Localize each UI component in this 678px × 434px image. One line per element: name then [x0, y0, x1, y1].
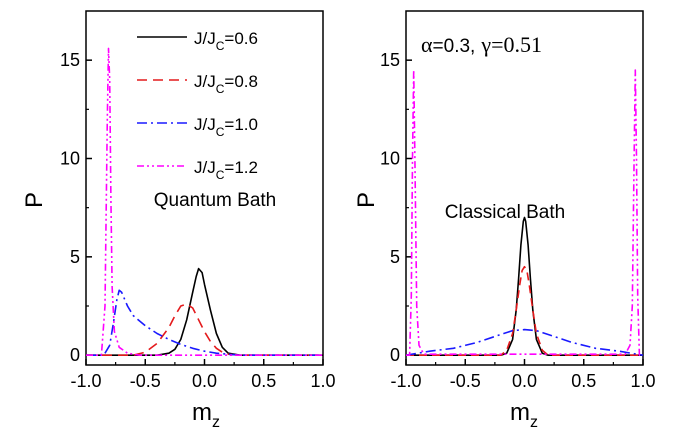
plot-frame: [405, 10, 644, 366]
x-axis-label: mz: [192, 399, 220, 431]
y-tick-label: 5: [390, 247, 400, 267]
gamma-symbol: γ: [480, 32, 491, 57]
series-line: [406, 265, 643, 356]
quantum-bath-panel: -1.0 -0.5 0.0 0.5 1.0 0 5 10 15 P mz Quantum Ba…: [21, 10, 336, 431]
y-tick-label: 15: [60, 50, 80, 70]
x-tick-label: 0.0: [512, 371, 537, 391]
y-tick-label: 15: [380, 50, 400, 70]
x-axis-label-sub: z: [212, 414, 220, 431]
y-axis-label: P: [21, 192, 48, 208]
x-tick-label: 0.5: [251, 371, 276, 391]
legend-label: J/JC=0.6: [194, 29, 258, 53]
x-axis-ticks: -1.0 -0.5 0.0 0.5 1.0: [390, 359, 656, 391]
series-line: [86, 47, 323, 356]
classical-bath-panel: -1.0 -0.5 0.0 0.5 1.0 0 5 10 15 P mz Classical …: [353, 10, 656, 431]
y-axis-ticks: 0 5 10 15: [60, 50, 92, 365]
x-tick-label: 0.0: [192, 371, 217, 391]
series-line: [86, 303, 323, 356]
y-axis-ticks: 0 5 10 15: [380, 50, 412, 365]
x-tick-label: 1.0: [630, 371, 655, 391]
curves: [86, 47, 323, 356]
x-tick-label: -1.0: [390, 371, 421, 391]
parameter-label: α=0.3, γ=0.51: [421, 32, 542, 57]
x-tick-label: -0.5: [130, 371, 161, 391]
series-line: [405, 328, 644, 356]
x-tick-label: -0.5: [450, 371, 481, 391]
gamma-value: =0.51: [491, 32, 542, 57]
x-tick-label: 0.5: [571, 371, 596, 391]
x-axis-label-sub: z: [530, 414, 538, 431]
y-axis-label: P: [353, 192, 380, 208]
series-line: [86, 289, 323, 356]
y-tick-label: 10: [380, 149, 400, 169]
curves: [405, 69, 644, 356]
alpha-symbol: α: [421, 32, 433, 57]
x-axis-label-main: m: [192, 399, 212, 426]
y-tick-label: 5: [70, 247, 80, 267]
quantum-bath-label: Quantum Bath: [154, 190, 277, 211]
x-tick-label: -1.0: [70, 371, 101, 391]
x-tick-label: 1.0: [310, 371, 335, 391]
legend-label: J/JC=1.0: [194, 115, 258, 139]
legend: J/JC=0.6 J/JC=0.8 J/JC=1.0 J/JC=1.2: [137, 29, 258, 182]
x-axis-ticks: -1.0 -0.5 0.0 0.5 1.0: [70, 359, 336, 391]
y-tick-label: 0: [390, 345, 400, 365]
alpha-value: =0.3,: [433, 36, 476, 57]
x-axis-label-main: m: [510, 399, 530, 426]
plot-frame: [85, 10, 324, 366]
classical-bath-label: Classical Bath: [445, 202, 565, 223]
x-axis-label: mz: [510, 399, 538, 431]
legend-label: J/JC=1.2: [194, 158, 258, 182]
y-tick-label: 10: [60, 149, 80, 169]
series-line: [406, 216, 643, 356]
legend-label: J/JC=0.8: [194, 72, 258, 96]
y-tick-label: 0: [70, 345, 80, 365]
series-line: [86, 267, 323, 356]
series-line: [406, 69, 643, 356]
